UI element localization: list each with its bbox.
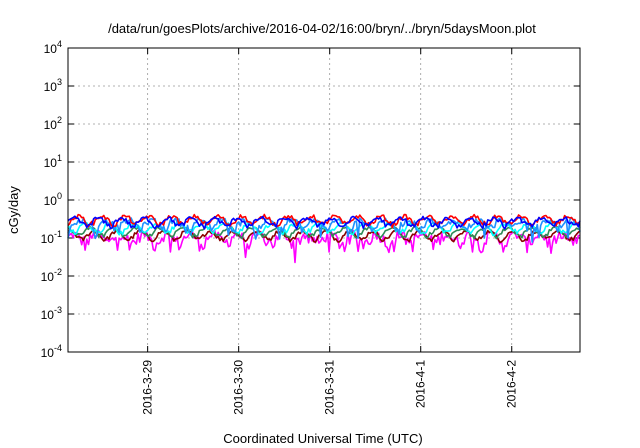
y-tick-label: 102	[44, 115, 62, 132]
series-line	[67, 216, 581, 243]
series-line	[67, 225, 581, 240]
y-tick-base: 10	[44, 194, 58, 208]
y-tick-base: 10	[41, 232, 55, 246]
y-tick-label: 10-2	[41, 267, 62, 284]
y-tick-base: 10	[41, 308, 55, 322]
plot-frame	[67, 47, 581, 353]
y-tick-exponent: 1	[57, 153, 62, 163]
y-tick-base: 10	[44, 118, 58, 132]
x-tick-label: 2016-3-30	[232, 360, 246, 415]
y-tick-exponent: 2	[57, 115, 62, 125]
y-tick-label: 10-3	[41, 305, 62, 322]
y-tick-label: 104	[44, 39, 62, 56]
y-tick-base: 10	[41, 270, 55, 284]
y-tick-base: 10	[41, 346, 55, 360]
x-tick-label: 2016-4-2	[505, 360, 519, 408]
y-axis-label: cGy/day	[6, 186, 21, 234]
x-tick-label: 2016-4-1	[414, 360, 428, 408]
y-tick-base: 10	[44, 156, 58, 170]
y-tick-label: 10-1	[41, 229, 62, 246]
y-tick-exponent: -2	[54, 267, 62, 277]
plot-grid	[68, 47, 580, 353]
y-tick-base: 10	[44, 42, 58, 56]
y-tick-label: 100	[44, 191, 62, 208]
series-line	[67, 215, 581, 230]
x-tick-labels: 2016-3-29 2016-3-30 2016-3-31 2016-4-1 2016-…	[141, 360, 519, 415]
plot-series	[67, 213, 581, 264]
chart-title: /data/run/goesPlots/archive/2016-04-02/1…	[108, 21, 536, 36]
y-tick-exponent: -3	[54, 305, 62, 315]
x-tick-label: 2016-3-31	[323, 360, 337, 415]
series-line	[67, 229, 580, 264]
y-tick-exponent: 3	[57, 77, 62, 87]
y-tick-exponent: -1	[54, 229, 62, 239]
y-tick-base: 10	[44, 80, 58, 94]
y-tick-label: 103	[44, 77, 62, 94]
y-tick-exponent: -4	[54, 343, 62, 353]
y-tick-exponent: 4	[57, 39, 62, 49]
series-line	[67, 229, 581, 244]
x-axis-label: Coordinated Universal Time (UTC)	[223, 431, 422, 446]
x-tick-label: 2016-3-29	[141, 360, 155, 415]
y-tick-label: 10-4	[41, 343, 62, 360]
y-tick-exponent: 0	[57, 191, 62, 201]
y-tick-label: 101	[44, 153, 62, 170]
